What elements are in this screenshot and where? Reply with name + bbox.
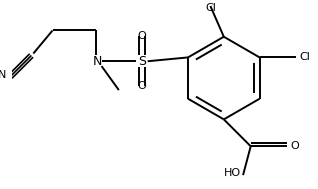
Text: O: O — [290, 141, 299, 151]
Text: O: O — [137, 81, 146, 91]
Text: N: N — [93, 55, 102, 68]
Text: HO: HO — [224, 168, 241, 178]
Text: N: N — [0, 70, 6, 81]
Text: Cl: Cl — [205, 3, 216, 13]
Text: O: O — [137, 31, 146, 41]
Text: S: S — [138, 55, 146, 68]
Text: Cl: Cl — [299, 52, 310, 62]
